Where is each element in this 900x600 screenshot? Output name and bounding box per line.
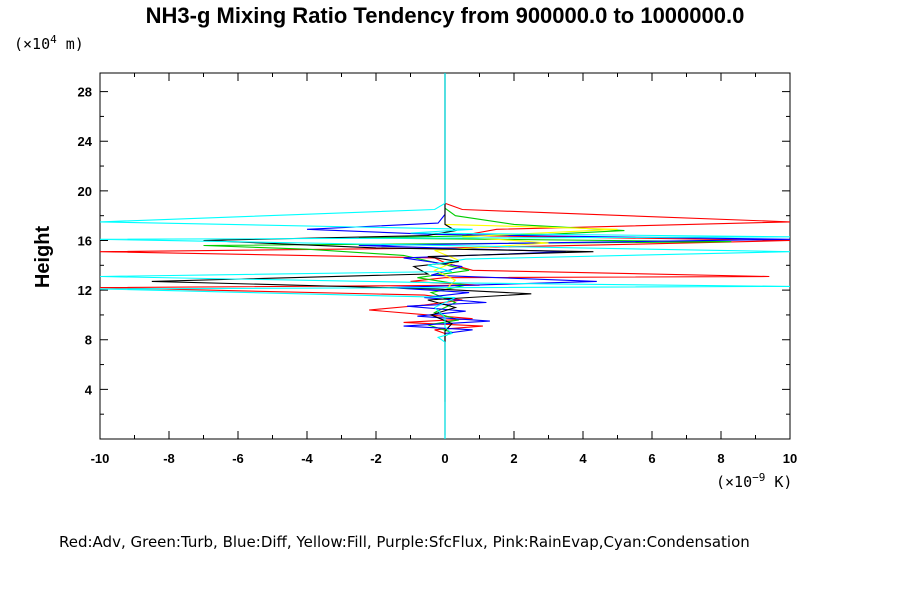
y-tick-label: 4: [85, 382, 93, 397]
x-tick-label: 2: [510, 451, 517, 466]
y-tick-label: 16: [78, 233, 92, 248]
y-tick-label: 20: [78, 184, 92, 199]
x-tick-label: -10: [91, 451, 110, 466]
x-tick-label: -2: [370, 451, 382, 466]
series-lines: [100, 73, 790, 439]
y-tick-label: 24: [78, 134, 93, 149]
chart-title: NH3-g Mixing Ratio Tendency from 900000.…: [146, 3, 745, 28]
series-line: [306, 73, 790, 439]
series-line: [100, 73, 790, 439]
y-tick-label: 28: [78, 85, 92, 100]
y-tick-label: 8: [85, 333, 92, 348]
y-tick-label: 12: [78, 283, 92, 298]
x-tick-label: 0: [441, 451, 448, 466]
y-tick-labels: 4 8 12 16 20 24 28: [78, 85, 93, 398]
y-unit-label: (×104 m): [14, 33, 84, 53]
x-tick-label: 4: [579, 451, 587, 466]
legend-caption: Red:Adv, Green:Turb, Blue:Diff, Yellow:F…: [59, 533, 750, 551]
x-tick-label: 10: [783, 451, 797, 466]
x-tick-label: -4: [301, 451, 313, 466]
x-tick-label: 6: [648, 451, 655, 466]
x-tick-label: 8: [717, 451, 724, 466]
y-axis-title: Height: [32, 226, 54, 289]
x-tick-labels: -10 -8 -6 -4 -2 0 2 4 6 8 10: [91, 451, 798, 466]
series-line: [433, 223, 618, 291]
x-tick-label: -6: [232, 451, 244, 466]
x-tick-label: -8: [163, 451, 175, 466]
x-unit-label: (×10−9 K): [716, 471, 792, 491]
